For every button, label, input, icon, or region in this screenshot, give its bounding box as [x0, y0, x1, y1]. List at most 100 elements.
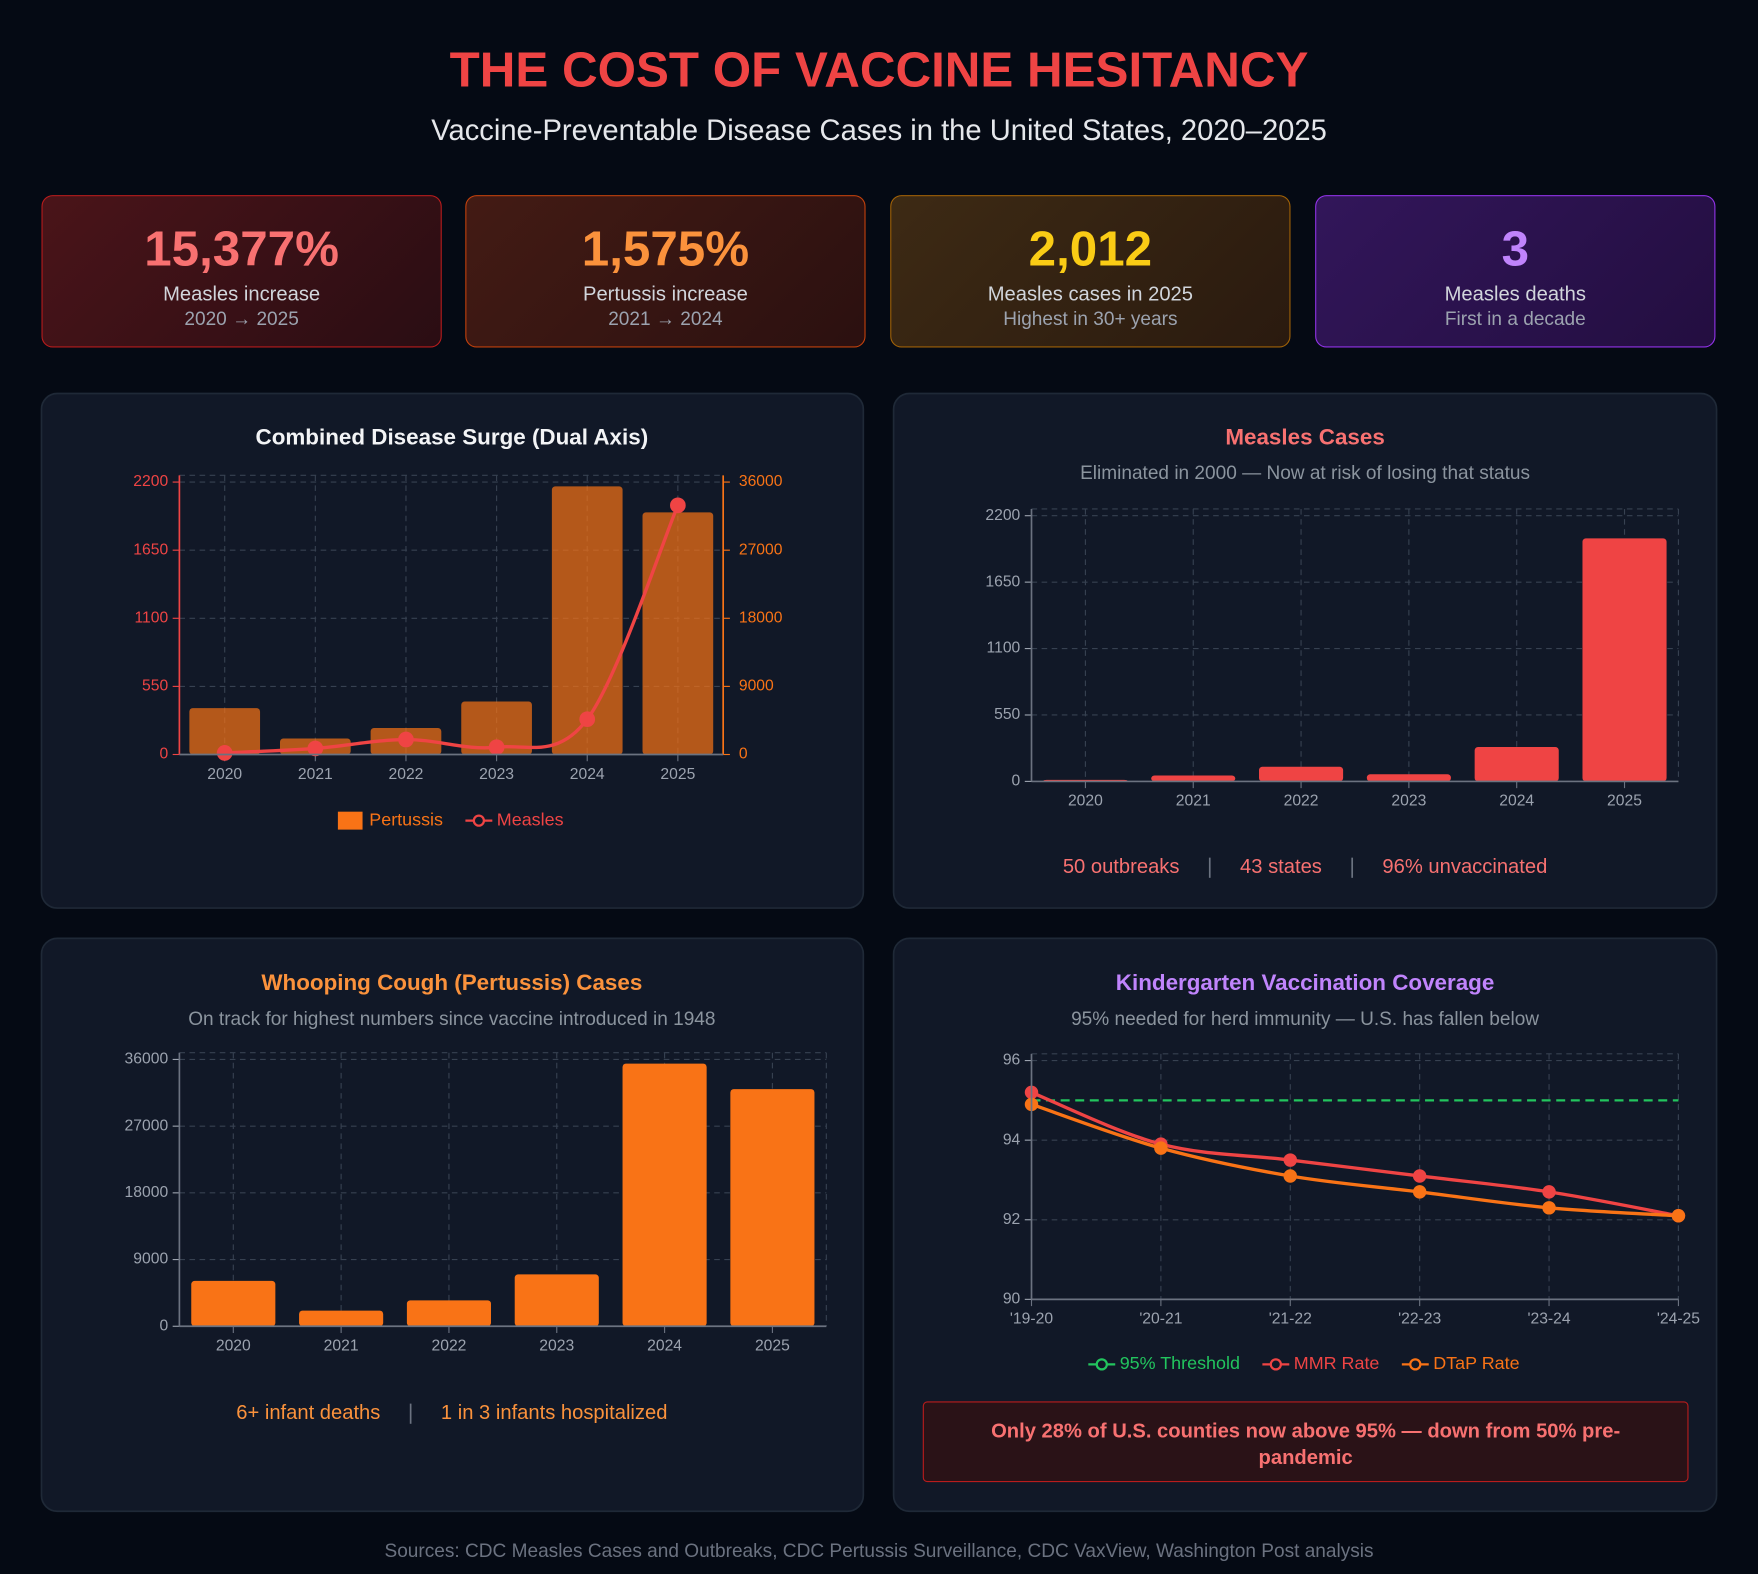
x-tick-label: 2023 — [479, 766, 514, 783]
y2-tick-label: 27000 — [739, 541, 783, 558]
y-tick-label: 94 — [1003, 1131, 1021, 1148]
y-tick-label: 2200 — [985, 507, 1020, 524]
x-tick-label: 2025 — [1607, 793, 1642, 810]
panel — [40, 392, 865, 909]
legend-swatch — [472, 814, 486, 827]
bar — [191, 1280, 276, 1327]
x-tick-label: 2025 — [660, 766, 695, 783]
chart-subtitle: Eliminated in 2000 — Now at risk of losi… — [1080, 463, 1530, 484]
y-tick-label: 0 — [159, 1317, 168, 1334]
legend-label: Measles — [497, 809, 564, 829]
bar — [406, 1300, 491, 1327]
stat-note: Highest in 30+ years — [1003, 308, 1178, 330]
x-tick-label: '23-24 — [1527, 1311, 1570, 1328]
y-tick-label: 92 — [1003, 1211, 1020, 1228]
x-tick-label: 2020 — [216, 1338, 251, 1355]
legend-swatch — [337, 811, 363, 830]
point — [1412, 1169, 1427, 1183]
x-tick-label: 2020 — [1068, 793, 1103, 810]
x-tick-label: 2022 — [389, 766, 424, 783]
stat-card: 1,575% Pertussis increase 2021 → 2024 — [465, 195, 866, 348]
legend-label: 95% Threshold — [1120, 1353, 1240, 1373]
stat-label: Pertussis increase — [582, 282, 748, 305]
x-tick-label: 2021 — [324, 1338, 359, 1355]
legend-label: MMR Rate — [1294, 1353, 1380, 1373]
point — [1283, 1153, 1298, 1167]
bar — [1474, 746, 1559, 782]
point — [1412, 1185, 1427, 1199]
bar — [1366, 774, 1451, 782]
y-tick-label: 550 — [142, 678, 168, 695]
bar — [1151, 775, 1236, 782]
point — [398, 731, 414, 748]
bar — [1259, 766, 1344, 782]
stat-note: 2020 → 2025 — [184, 308, 299, 330]
legend-label: DTaP Rate — [1433, 1353, 1519, 1373]
page-subtitle: Vaccine-Preventable Disease Cases in the… — [431, 113, 1327, 147]
x-tick-label: '22-23 — [1398, 1311, 1441, 1328]
bar — [1582, 538, 1667, 782]
point — [307, 740, 324, 757]
point — [1283, 1169, 1298, 1183]
x-tick-label: 2021 — [1176, 793, 1211, 810]
line — [1030, 1102, 1679, 1218]
chart-subtitle: On track for highest numbers since vacci… — [188, 1009, 715, 1030]
y2-tick-label: 18000 — [739, 609, 783, 626]
footer: Sources: CDC Measles Cases and Outbreaks… — [384, 1540, 1374, 1562]
chart-subtitle: 95% needed for herd immunity — U.S. has … — [1071, 1009, 1539, 1030]
x-tick-label: '24-25 — [1657, 1311, 1700, 1328]
x-tick-label: 2023 — [1391, 793, 1426, 810]
x-tick-label: 2025 — [755, 1338, 790, 1355]
y2-tick-label: 0 — [739, 746, 748, 763]
y-tick-label: 27000 — [125, 1117, 169, 1134]
x-tick-label: 2024 — [647, 1338, 682, 1355]
page-title: THE COST OF VACCINE HESITANCY — [449, 42, 1309, 98]
stat-value: 1,575% — [581, 221, 750, 277]
point — [579, 711, 596, 728]
stat-text: 50 outbreaks — [1063, 856, 1180, 878]
legend-label: Pertussis — [369, 809, 443, 829]
y-tick-label: 18000 — [125, 1184, 169, 1201]
bar — [189, 708, 261, 755]
legend-swatch — [1409, 1358, 1422, 1371]
stat-note: First in a decade — [1444, 308, 1586, 330]
y-tick-label: 1650 — [133, 541, 168, 558]
chart-title: Whooping Cough (Pertussis) Cases — [261, 970, 642, 995]
stat-label: Measles cases in 2025 — [987, 282, 1194, 305]
x-tick-label: 2020 — [207, 766, 242, 783]
x-tick-label: '20-21 — [1139, 1311, 1182, 1328]
x-tick-label: 2022 — [431, 1338, 466, 1355]
chart-title: Measles Cases — [1225, 424, 1384, 449]
bar — [299, 1310, 384, 1327]
y-tick-label: 96 — [1003, 1052, 1021, 1069]
point — [1671, 1209, 1686, 1223]
stat-card: 2,012 Measles cases in 2025 Highest in 30+… — [890, 195, 1291, 348]
stat-text: 1 in 3 infants hospitalized — [441, 1402, 668, 1424]
stat-value: 3 — [1501, 221, 1530, 277]
stat-value: 2,012 — [1028, 221, 1153, 277]
x-tick-label: '19-20 — [1010, 1311, 1053, 1328]
x-tick-label: '21-22 — [1269, 1311, 1312, 1328]
chart-title: Combined Disease Surge (Dual Axis) — [256, 424, 649, 449]
chart-title: Kindergarten Vaccination Coverage — [1116, 970, 1495, 995]
y-tick-label: 2200 — [133, 473, 168, 490]
y2-tick-label: 36000 — [739, 473, 783, 490]
y-tick-label: 0 — [159, 746, 168, 763]
stat-card: 15,377% Measles increase 2020 → 2025 — [41, 195, 442, 348]
x-tick-label: 2024 — [1499, 793, 1534, 810]
bar — [514, 1274, 599, 1327]
bar — [622, 1063, 707, 1327]
stat-label: Measles deaths — [1444, 282, 1586, 305]
y-tick-label: 1100 — [134, 609, 168, 626]
stat-value: 15,377% — [144, 221, 339, 277]
bar — [730, 1089, 815, 1327]
point — [1542, 1185, 1556, 1199]
stat-card: 3 Measles deaths First in a decade — [1315, 195, 1716, 348]
callout: Only 28% of U.S. counties now above 95% … — [922, 1401, 1689, 1483]
stat-label: Measles increase — [163, 282, 321, 305]
legend-swatch — [1095, 1358, 1108, 1371]
stat-note: 2021 → 2024 — [608, 308, 723, 330]
